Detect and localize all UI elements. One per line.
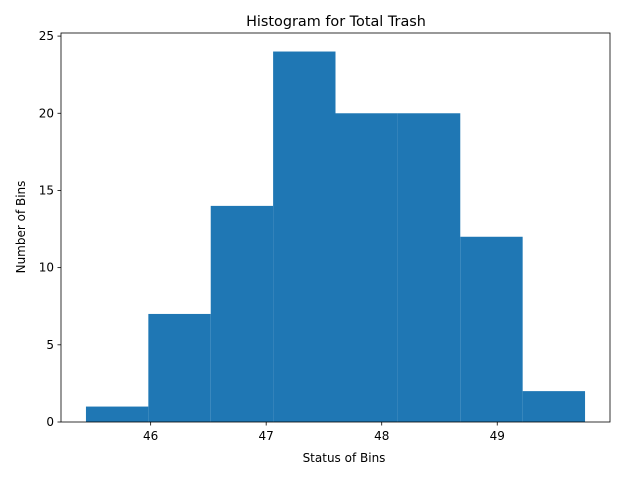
histogram-bar-2 — [148, 313, 211, 422]
histogram-bar-5 — [335, 113, 398, 423]
histogram-bar-4 — [273, 51, 336, 423]
x-axis-label: Status of Bins — [303, 451, 386, 465]
y-tick-label-1: 0 — [46, 415, 54, 429]
histogram-bar-1 — [85, 406, 149, 422]
x-tick-label-4: 49 — [490, 429, 505, 443]
histogram-bar-3 — [210, 205, 274, 422]
histogram-bar-8 — [522, 391, 586, 422]
x-axis-ticks: 46 47 48 49 — [143, 422, 505, 443]
y-axis-ticks: 0 5 10 15 20 25 — [39, 29, 61, 429]
y-tick-label-5: 20 — [39, 106, 54, 120]
y-tick-label-3: 10 — [39, 261, 54, 275]
histogram-bar-6 — [397, 113, 461, 423]
y-tick-label-2: 5 — [46, 338, 54, 352]
y-tick-label-4: 15 — [39, 183, 54, 197]
x-tick-label-1: 46 — [143, 429, 158, 443]
histogram-bar-7 — [460, 236, 523, 422]
x-tick-label-3: 48 — [374, 429, 389, 443]
bars-group — [85, 51, 586, 423]
x-tick-label-2: 47 — [259, 429, 274, 443]
y-tick-label-6: 25 — [39, 29, 54, 43]
chart-title: Histogram for Total Trash — [246, 14, 426, 30]
plot-frame — [60, 32, 611, 423]
y-axis-label: Number of Bins — [14, 181, 28, 274]
